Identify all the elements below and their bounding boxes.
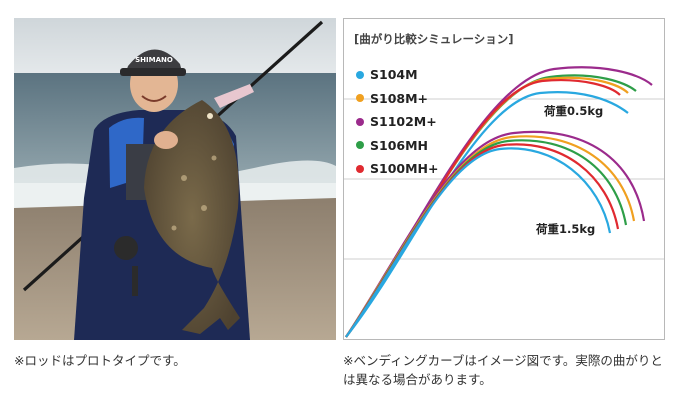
legend-item-s100mh-plus: S100MH+ (356, 157, 438, 181)
hand (154, 131, 178, 149)
cap-brim (120, 68, 186, 76)
reel (114, 236, 138, 260)
legend-label: S1102M+ (370, 114, 437, 130)
legend-dot (356, 141, 364, 150)
legend-item-s108m-plus: S108M+ (356, 87, 438, 111)
legend-label: S104M (370, 67, 418, 83)
curve-heavy-s104m (345, 147, 612, 338)
legend-label: S100MH+ (370, 161, 439, 177)
bending-curve-panel: [曲がり比較シミュレーション] S104M S108M+ S1102M+ S10… (343, 18, 665, 340)
curve-light-s104m (345, 91, 629, 338)
smile (141, 95, 167, 102)
cap (126, 49, 182, 72)
legend-dot (356, 70, 364, 79)
flounder-eye (207, 113, 213, 119)
legend-label: S106MH (370, 137, 428, 153)
legend-dot (356, 94, 364, 103)
photo-illustration: SHIMANO (14, 18, 336, 340)
load-label-heavy: 荷重1.5kg (536, 222, 596, 236)
bending-curve-graphic (344, 66, 664, 338)
photo-caption: ※ロッドはプロトタイプです。 (14, 353, 186, 368)
legend-item-s106mh: S106MH (356, 134, 438, 158)
legend-label: S108M+ (370, 90, 429, 106)
legend-item-s104m: S104M (356, 63, 438, 87)
legend: S104M S108M+ S1102M+ S106MH S100MH+ (356, 63, 438, 181)
legend-item-s1102m-plus: S1102M+ (356, 110, 438, 134)
load-label-light: 荷重0.5kg (544, 104, 604, 118)
legend-dot (356, 164, 364, 173)
cap-logo: SHIMANO (135, 56, 173, 64)
legend-dot (356, 117, 364, 126)
chart-caption: ※ベンディングカーブはイメージ図です。実際の曲がりとは異なる場合があります。 (343, 353, 663, 387)
panel-title: [曲がり比較シミュレーション] (354, 32, 514, 46)
angler-photo: SHIMANO (14, 18, 336, 340)
lure (214, 84, 254, 108)
